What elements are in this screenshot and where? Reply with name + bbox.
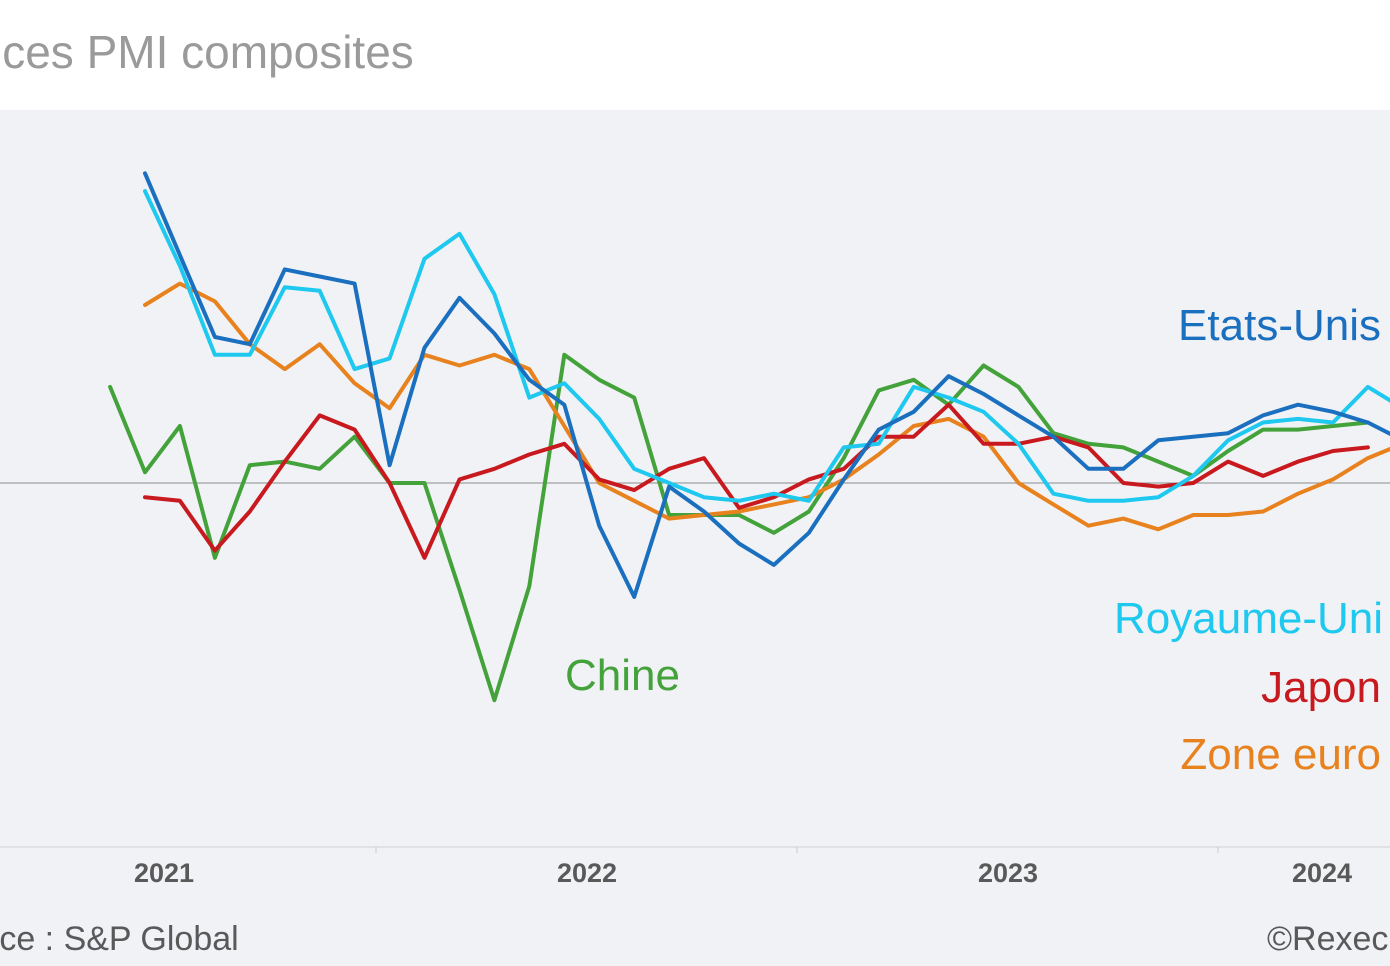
plot-area-background [0,110,1390,847]
chart-title: ices PMI composites [0,26,414,78]
series-label-china: Chine [565,651,680,700]
series-line-eurozone [143,281,1390,532]
series-line-us [143,171,1390,599]
x-tick-label: 2023 [978,858,1038,888]
series-label-us: Etats-Unis [1178,301,1381,350]
bottom-band-background [0,847,1390,966]
x-tick-label: 2024 [1292,858,1352,888]
series-line-uk [143,189,1390,503]
x-tick-label: 2021 [134,858,194,888]
series-label-uk: Royaume-Uni [1114,594,1383,643]
series-label-japan: Japon [1261,663,1381,712]
series-line-china [108,352,1370,703]
x-tick-marks [375,847,1219,853]
source-note: rce : S&P Global [0,920,239,958]
series-lines [108,171,1390,703]
x-tick-labels: 2021 2022 2023 2024 [134,858,1352,888]
series-line-japan [143,402,1370,560]
x-tick-label: 2022 [557,858,617,888]
series-label-eurozone: Zone euro [1180,730,1381,779]
copyright-note: ©Rexec [1267,920,1388,958]
